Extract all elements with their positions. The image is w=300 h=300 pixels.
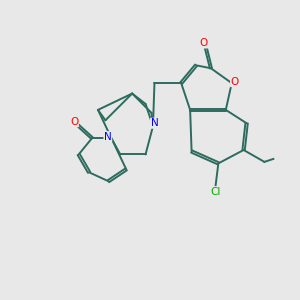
Text: O: O [70, 117, 78, 127]
Text: N: N [104, 132, 112, 142]
Text: O: O [200, 38, 208, 48]
Text: N: N [151, 118, 158, 128]
Text: Cl: Cl [210, 187, 220, 196]
Text: O: O [231, 76, 239, 87]
